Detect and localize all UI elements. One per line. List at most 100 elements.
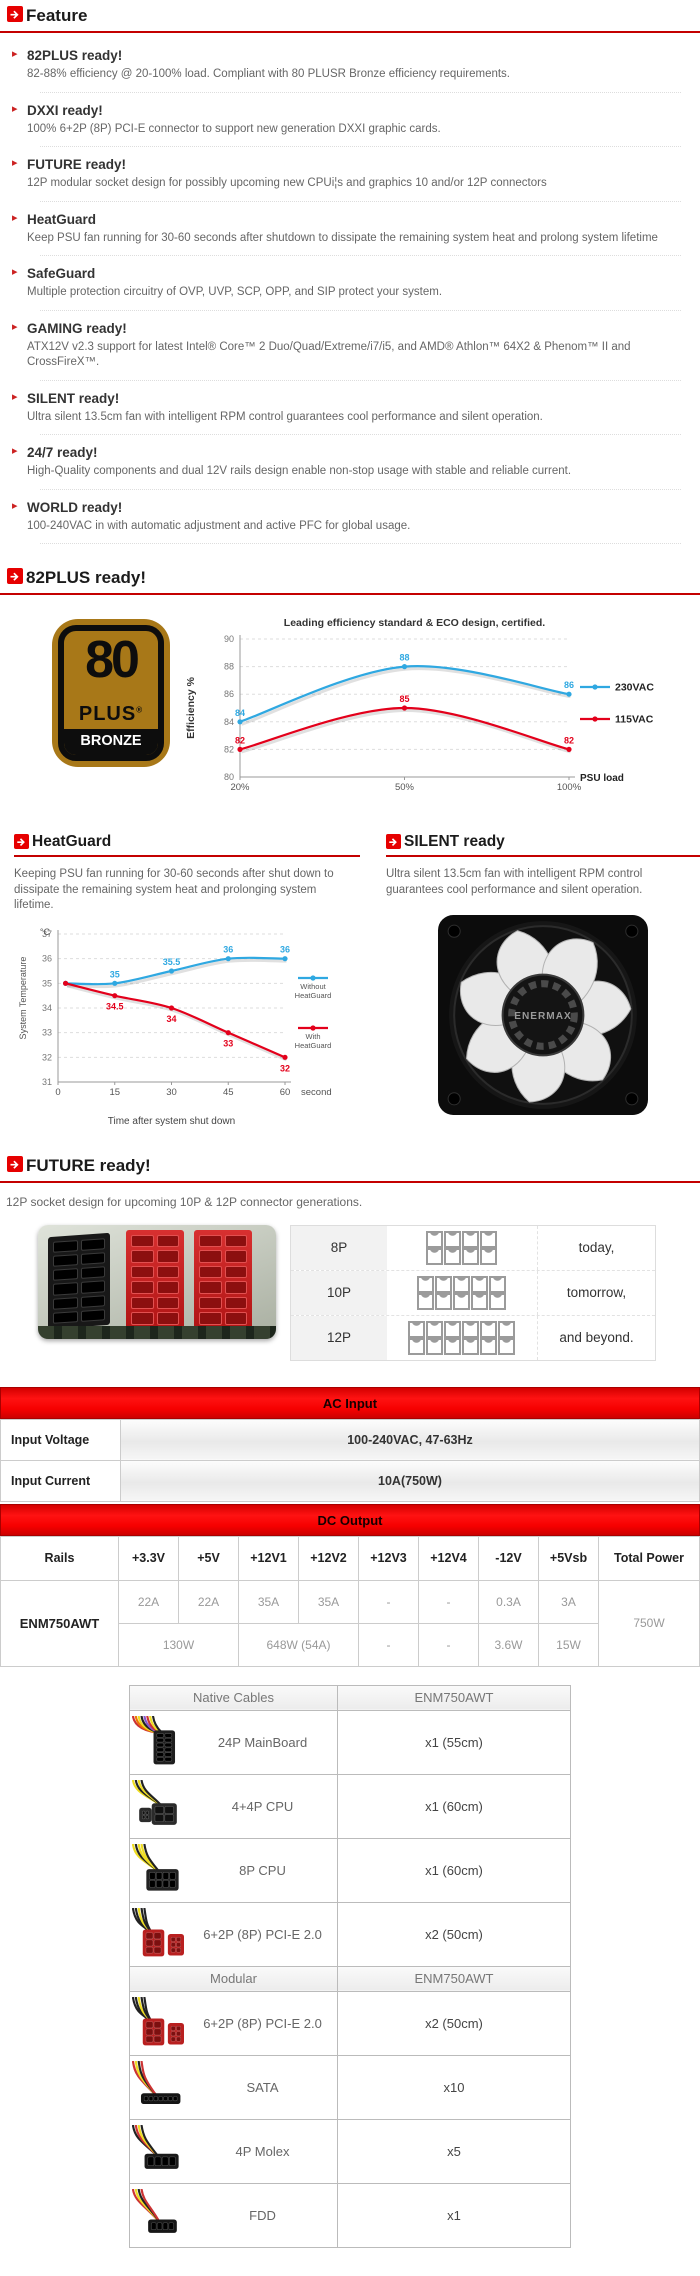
- ac-input-table: Input Voltage 100-240VAC, 47-63Hz Input …: [0, 1418, 700, 1502]
- svg-text:82: 82: [235, 736, 245, 746]
- cable-pcie-image: [131, 1996, 184, 2054]
- ac-input-header: AC Input: [0, 1386, 700, 1419]
- feature-item-title: GAMING ready!: [27, 320, 127, 336]
- future-row: 10P tomorrow,: [291, 1269, 655, 1315]
- feature-section: Feature ▸ 82PLUS ready! 82-88% efficiency …: [0, 0, 700, 545]
- connector-diagram-cell: [387, 1316, 537, 1360]
- connector-pin-diagram: [417, 1275, 507, 1310]
- 80plus-bronze-logo: 80 PLUS® BRONZE: [52, 619, 170, 768]
- dc-watt: -: [418, 1622, 479, 1667]
- svg-text:60: 60: [280, 1087, 291, 1098]
- heatguard-column: HeatGuard Keeping PSU fan running for 30…: [0, 829, 360, 1128]
- heatguard-desc: Keeping PSU fan running for 30-60 second…: [14, 868, 334, 912]
- dc-amp: 22A: [118, 1579, 179, 1624]
- divider: [40, 91, 681, 93]
- section-title: SILENT ready: [404, 833, 505, 851]
- red-arrow-icon: [7, 568, 23, 585]
- triangle-bullet-icon: ▸: [12, 102, 18, 115]
- section-title: FUTURE ready!: [26, 1155, 151, 1175]
- svg-text:HeatGuard: HeatGuard: [295, 991, 332, 1000]
- triangle-bullet-icon: ▸: [12, 445, 18, 458]
- red-arrow-icon: [386, 834, 401, 850]
- heatguard-silent-section: HeatGuard Keeping PSU fan running for 30…: [0, 829, 700, 1128]
- cables-group-title: Native Cables: [129, 1684, 338, 1711]
- svg-text:Time after system shut down: Time after system shut down: [108, 1116, 235, 1127]
- cable-row: 6+2P (8P) PCI-E 2.0 x2 (50cm): [129, 1990, 571, 2056]
- svg-text:32: 32: [42, 1052, 52, 1062]
- svg-text:With: With: [306, 1032, 321, 1041]
- dc-col-header: +12V1: [238, 1535, 299, 1581]
- divider: [40, 255, 681, 257]
- black-socket: [48, 1232, 110, 1329]
- future-desc: 12P socket design for upcoming 10P & 12P…: [6, 1194, 363, 1209]
- feature-item: ▸ SILENT ready! Ultra silent 13.5cm fan wi…: [0, 390, 694, 436]
- dc-col-header: -12V: [478, 1535, 539, 1581]
- cables-group-title: Modular: [129, 1965, 338, 1992]
- dc-col-header: +12V2: [298, 1535, 359, 1581]
- feature-item: ▸ WORLD ready! 100-240VAC in with automati…: [0, 499, 694, 545]
- connector-caption: tomorrow,: [537, 1270, 655, 1315]
- svg-text:32: 32: [280, 1063, 290, 1073]
- divider: [40, 200, 681, 202]
- dc-col-header: +5V: [178, 1535, 239, 1581]
- triangle-bullet-icon: ▸: [12, 390, 18, 403]
- dc-watt: 15W: [538, 1622, 599, 1667]
- cables-group-header: Modular ENM750AWT: [129, 1965, 571, 1992]
- feature-list: ▸ 82PLUS ready! 82-88% efficiency @ 20-100…: [0, 45, 700, 545]
- cable-row: 6+2P (8P) PCI-E 2.0 x2 (50cm): [129, 1901, 571, 1967]
- dc-watt: 3.6W: [478, 1622, 539, 1667]
- dc-watts-row: 130W 648W (54A) - - 3.6W 15W: [1, 1622, 700, 1667]
- ac-row-value: 100-240VAC, 47-63Hz: [120, 1418, 700, 1461]
- dc-amp: 0.3A: [478, 1579, 539, 1624]
- red-socket: [126, 1229, 184, 1330]
- divider: [40, 543, 681, 545]
- dc-amps-row: ENM750AWT 22A 22A 35A 35A - - 0.3A 3A 75…: [0, 1579, 700, 1667]
- feature-item-title: DXXI ready!: [27, 102, 103, 118]
- dc-model: ENM750AWT: [0, 1579, 119, 1667]
- connector-pin-diagram: [426, 1230, 498, 1265]
- svg-text:20%: 20%: [230, 782, 250, 793]
- connector-label: 12P: [291, 1315, 387, 1360]
- feature-item-title: FUTURE ready!: [27, 157, 127, 173]
- svg-text:31: 31: [42, 1077, 52, 1087]
- feature-item-desc: Multiple protection circuitry of OVP, UV…: [27, 286, 443, 299]
- ac-row-label: Input Current: [0, 1459, 121, 1502]
- svg-text:86: 86: [224, 689, 234, 699]
- feature-item-title: SILENT ready!: [27, 390, 120, 406]
- silent-desc: Ultra silent 13.5cm fan with intelligent…: [386, 868, 643, 896]
- feature-item-title: SafeGuard: [27, 266, 96, 282]
- logo-bronze-text: BRONZE: [64, 729, 158, 756]
- svg-text:34.5: 34.5: [106, 1001, 124, 1011]
- connector-caption: today,: [537, 1225, 655, 1270]
- future-content: 8P today, 10P tomorrow, 12P and beyond.: [38, 1224, 656, 1361]
- svg-text:HeatGuard: HeatGuard: [295, 1041, 332, 1050]
- cable-name: 4+4P CPU: [231, 1798, 294, 1814]
- svg-text:37: 37: [42, 929, 52, 939]
- svg-text:84: 84: [224, 717, 234, 727]
- dc-col-header: +12V4: [418, 1535, 479, 1581]
- future-section: FUTURE ready! 12P socket design for upco…: [0, 1150, 700, 1361]
- section-title: Feature: [26, 6, 88, 25]
- divider: [40, 434, 681, 436]
- cable-row: 8P CPU x1 (60cm): [129, 1837, 571, 1903]
- feature-item-desc: 100-240VAC in with automatic adjustment …: [27, 519, 411, 532]
- triangle-bullet-icon: ▸: [12, 157, 18, 170]
- cable-qty: x5: [337, 2118, 571, 2184]
- cable-row: FDD x1: [129, 2182, 571, 2248]
- svg-text:88: 88: [224, 662, 234, 672]
- svg-text:85: 85: [399, 694, 409, 704]
- svg-text:35.5: 35.5: [163, 957, 181, 967]
- future-row: 12P and beyond.: [291, 1314, 655, 1360]
- triangle-bullet-icon: ▸: [12, 266, 18, 279]
- divider: [40, 488, 681, 490]
- dc-col-header: Total Power: [598, 1535, 700, 1581]
- svg-text:100%: 100%: [557, 782, 582, 793]
- plus82-content: 80 PLUS® BRONZE 80 82 84 86 88 90 20% 50% 100% Le…: [0, 607, 700, 805]
- feature-item-title: WORLD ready!: [27, 499, 123, 515]
- svg-text:36: 36: [280, 944, 290, 954]
- feature-item-desc: 100% 6+2P (8P) PCI-E connector to suppor…: [27, 122, 441, 135]
- dc-amp: -: [418, 1579, 479, 1624]
- cable-8p-image: [131, 1843, 184, 1901]
- feature-item-title: 82PLUS ready!: [27, 48, 123, 63]
- cable-row: 4+4P CPU x1 (60cm): [129, 1773, 571, 1839]
